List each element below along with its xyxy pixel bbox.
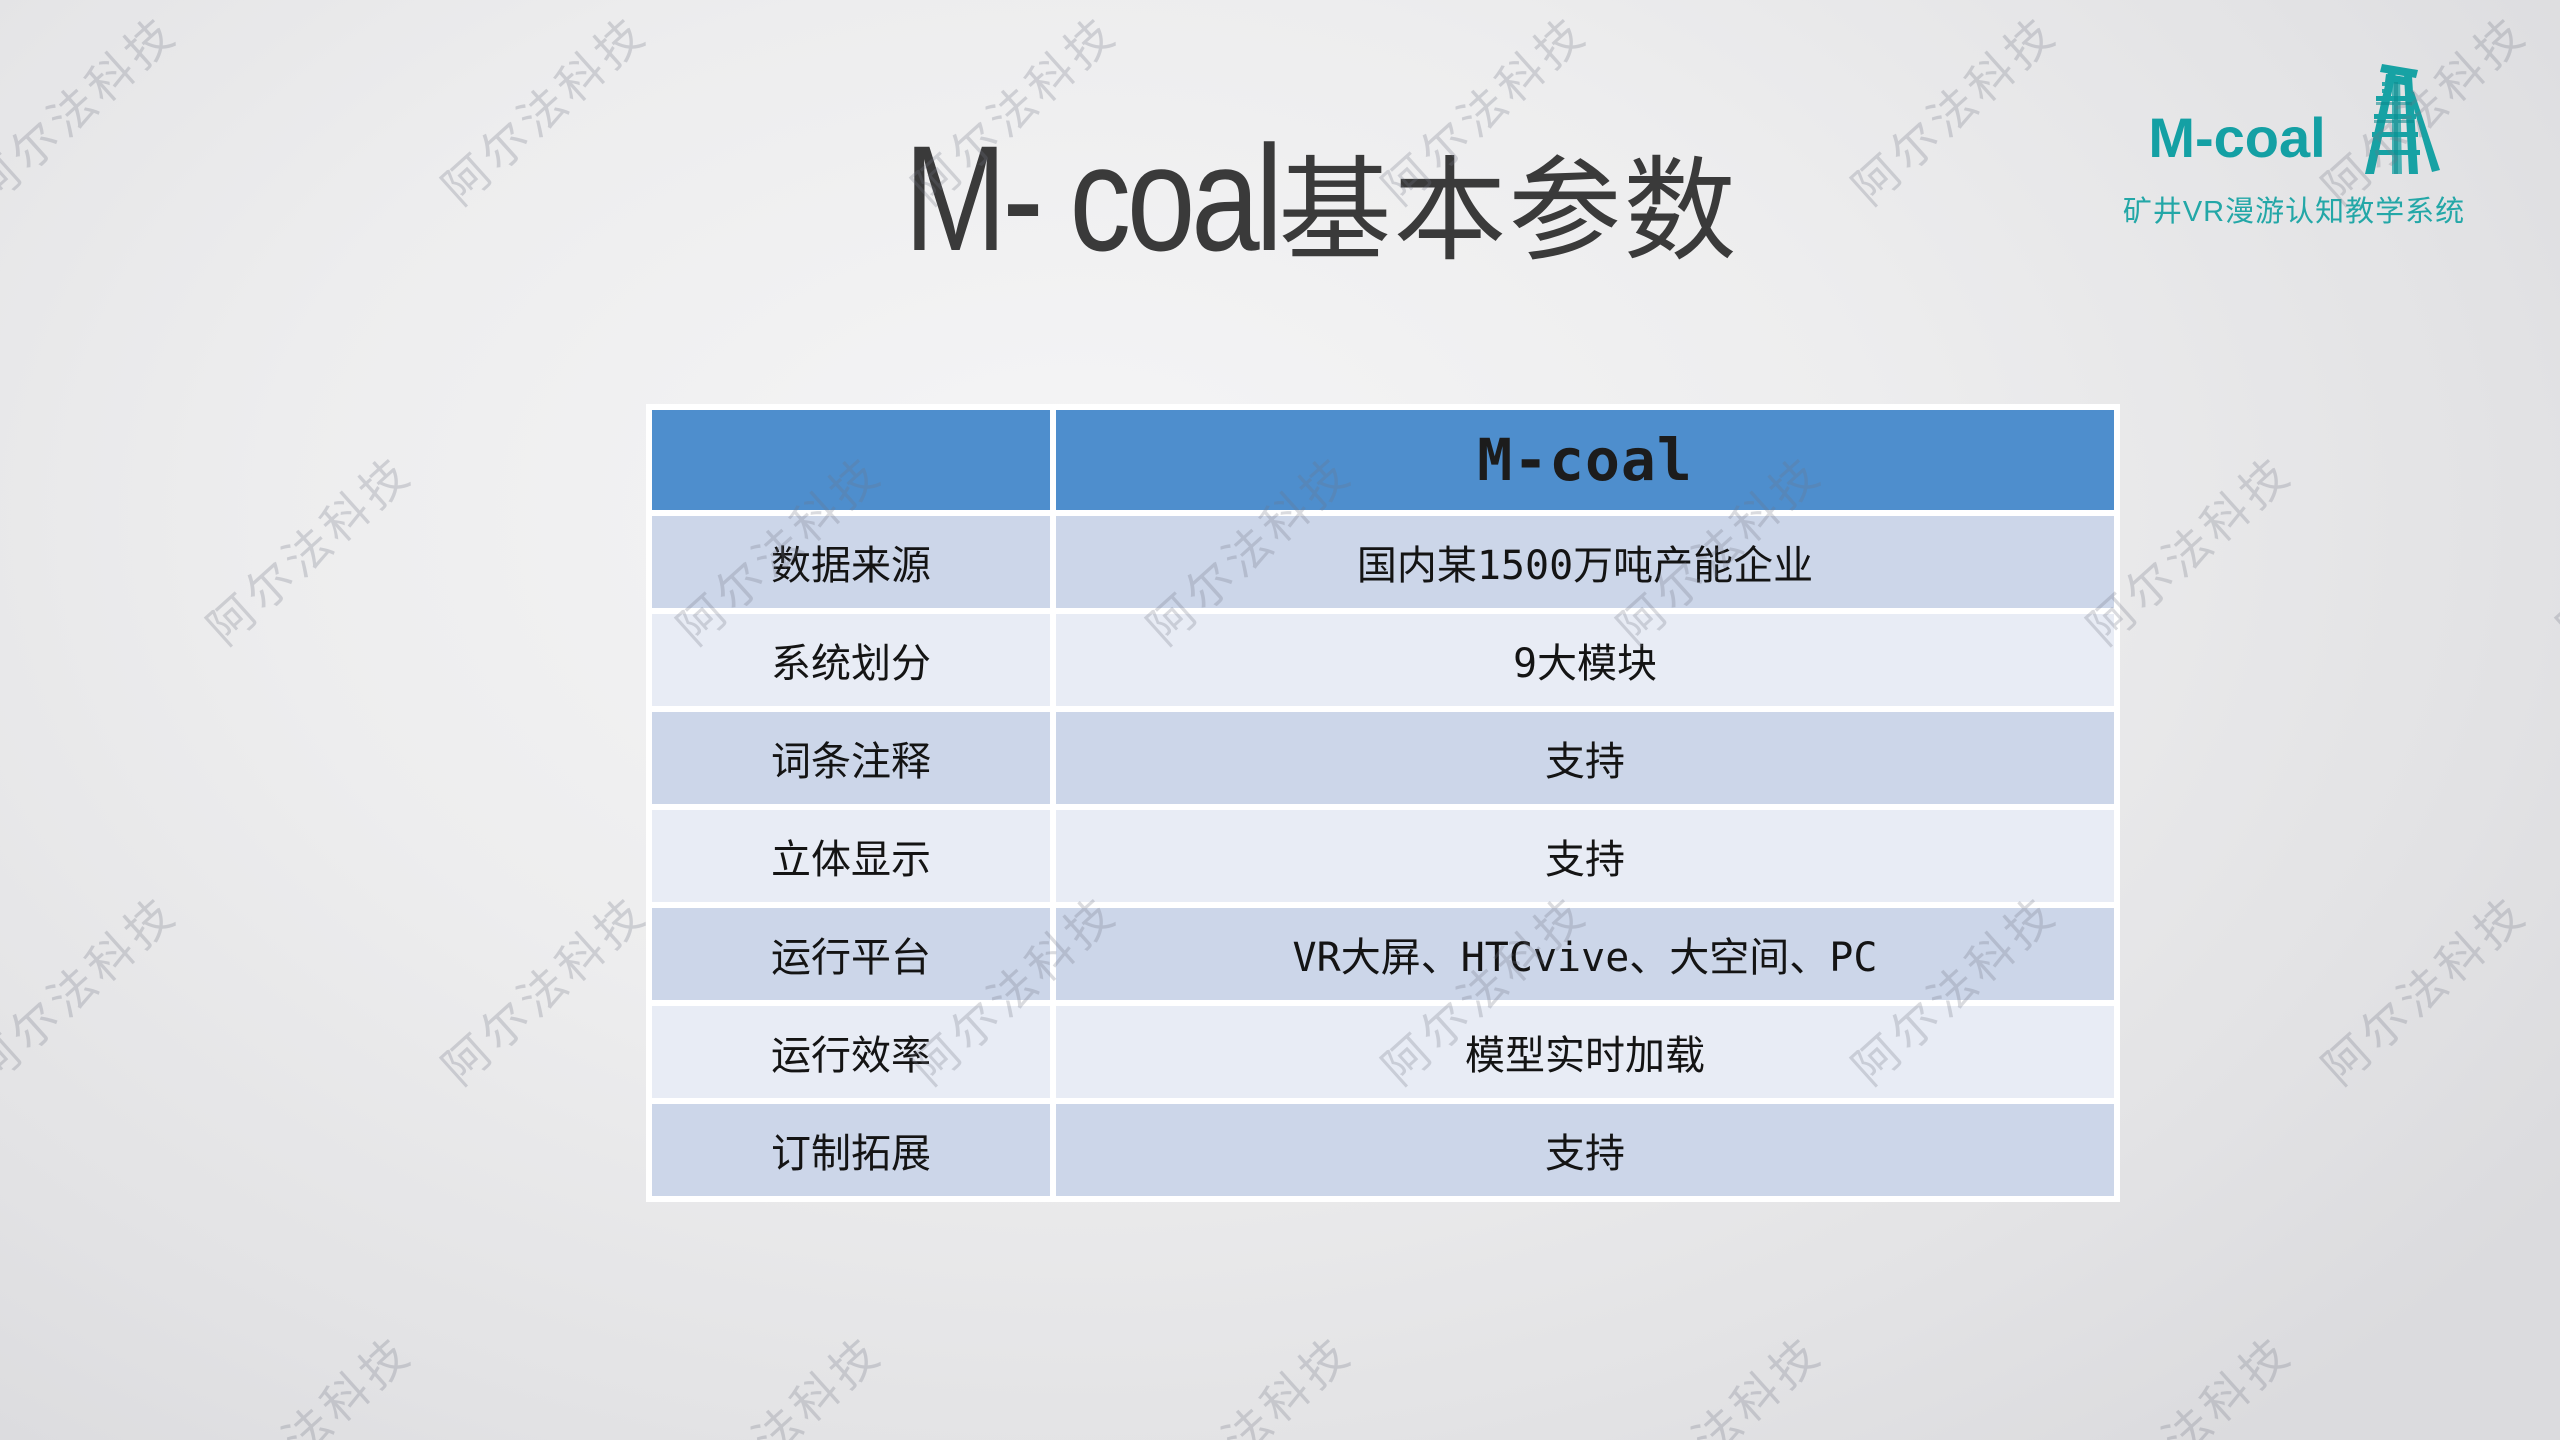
table-row-label: 运行平台 xyxy=(652,908,1050,1000)
table-row-value: 支持 xyxy=(1056,810,2114,902)
table-header-product-cell: M-coal xyxy=(1056,410,2114,510)
watermark-text: 阿尔法科技 xyxy=(197,1325,422,1440)
watermark-text: 阿尔法科技 xyxy=(2547,1325,2560,1440)
mine-headframe-icon xyxy=(2364,64,2440,174)
brand-subtitle: 矿井VR漫游认知教学系统 xyxy=(2122,196,2466,228)
table-row-label: 运行效率 xyxy=(652,1006,1050,1098)
watermark-text: 阿尔法科技 xyxy=(432,885,657,1095)
brand-name: M-coal xyxy=(2148,106,2326,169)
table-row-value: VR大屏、HTCvive、大空间、PC xyxy=(1056,908,2114,1000)
watermark-text: 阿尔法科技 xyxy=(197,445,422,655)
watermark-text: 阿尔法科技 xyxy=(667,1325,892,1440)
page-title-cjk: 基本参数 xyxy=(1278,148,1739,274)
table-row-label: 订制拓展 xyxy=(652,1104,1050,1196)
watermark-text: 阿尔法科技 xyxy=(2547,445,2560,655)
watermark-text: 阿尔法科技 xyxy=(2077,1325,2302,1440)
table-row-value: 支持 xyxy=(1056,1104,2114,1196)
watermark-text: 阿尔法科技 xyxy=(0,885,187,1095)
watermark-text: 阿尔法科技 xyxy=(1607,1325,1832,1440)
table-row-label: 数据来源 xyxy=(652,516,1050,608)
brand-logo: M-coal xyxy=(2120,62,2468,230)
parameters-table: M-coal 数据来源 国内某1500万吨产能企业 系统划分 9大模块 词条注释… xyxy=(646,404,2120,1202)
table-row-label: 立体显示 xyxy=(652,810,1050,902)
table-row-value: 模型实时加载 xyxy=(1056,1006,2114,1098)
table-row-value: 9大模块 xyxy=(1056,614,2114,706)
table-row-value: 支持 xyxy=(1056,712,2114,804)
brand-logo-row: M-coal xyxy=(2120,62,2468,180)
table-row-value: 国内某1500万吨产能企业 xyxy=(1056,516,2114,608)
watermark-text: 阿尔法科技 xyxy=(2312,885,2537,1095)
table-row-label: 系统划分 xyxy=(652,614,1050,706)
watermark-text: 阿尔法科技 xyxy=(1137,1325,1362,1440)
page-title-latin: M- coal xyxy=(903,114,1283,282)
table-header-empty-cell xyxy=(652,410,1050,510)
table-row-label: 词条注释 xyxy=(652,712,1050,804)
page-title: M- coal 基本参数 xyxy=(0,112,2560,285)
